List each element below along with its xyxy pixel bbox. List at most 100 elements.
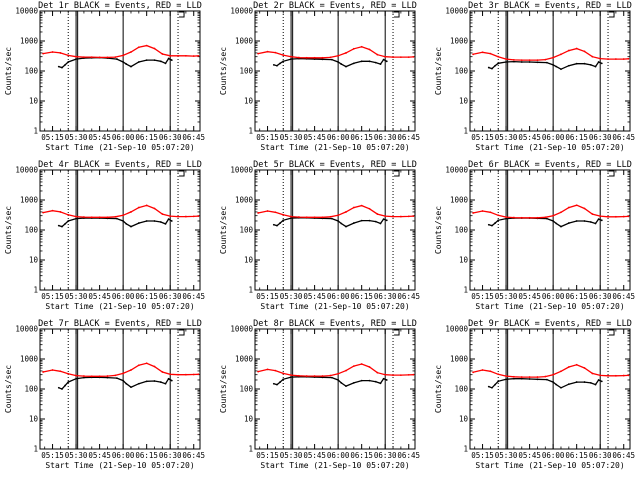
events-point	[560, 225, 562, 228]
events-point	[170, 220, 173, 222]
x-tick-label: 06:30	[159, 133, 182, 142]
y-tick-label: 10	[459, 97, 469, 106]
lld-point	[627, 57, 630, 60]
lld-point	[392, 56, 394, 59]
lld-point	[472, 53, 475, 56]
y-axis-label: Counts/sec	[219, 47, 228, 95]
events-point	[167, 57, 170, 60]
lld-point	[412, 56, 415, 58]
events-point	[555, 383, 558, 386]
events-point	[330, 217, 333, 220]
flag-marker	[609, 170, 615, 177]
lld-point	[153, 47, 156, 50]
events-point	[583, 381, 586, 383]
panel-9: Det 9r BLACK = Events, RED = LLD Counts/s…	[434, 319, 635, 470]
events-point	[330, 376, 333, 379]
lld-point	[599, 57, 602, 60]
events-point	[75, 58, 77, 60]
lld-point	[607, 215, 609, 218]
lld-point	[137, 364, 140, 367]
events-point	[487, 223, 490, 226]
events-point	[279, 381, 281, 383]
lld-point	[106, 216, 109, 219]
events-point	[337, 61, 340, 63]
panel-6: Det 6r BLACK = Events, RED = LLD Counts/s…	[434, 160, 635, 311]
lld-point	[352, 365, 355, 367]
events-point	[57, 386, 60, 389]
events-point	[57, 65, 60, 68]
y-tick-label: 10000	[445, 166, 468, 175]
y-tick-label: 1	[248, 127, 253, 136]
x-tick-label: 06:15	[565, 451, 588, 460]
events-point	[379, 222, 382, 225]
events-point	[379, 382, 382, 385]
lld-point	[137, 46, 140, 49]
events-point	[137, 61, 140, 63]
events-point	[497, 62, 500, 65]
y-tick-label: 10000	[230, 325, 253, 334]
events-point	[337, 379, 340, 381]
events-point	[276, 224, 278, 227]
events-series-line	[273, 376, 388, 387]
lld-point	[337, 54, 340, 57]
lld-point	[399, 215, 402, 218]
events-point	[494, 64, 496, 67]
events-series-line	[58, 56, 173, 69]
x-tick-label: 06:15	[350, 451, 373, 460]
chart-title: Det 7r BLACK = Events, RED = LLD	[38, 319, 202, 329]
events-point	[520, 61, 523, 63]
lld-point	[497, 373, 500, 376]
lld-point	[384, 215, 387, 218]
chart-title: Det 4r BLACK = Events, RED = LLD	[38, 160, 202, 170]
lld-point	[313, 56, 316, 59]
lld-point	[368, 48, 371, 51]
x-tick-label: 05:30	[495, 133, 518, 142]
y-tick-label: 10000	[230, 7, 253, 16]
lld-point	[627, 374, 630, 377]
x-tick-label: 05:45	[518, 451, 541, 460]
events-point	[67, 381, 70, 383]
chart-title: Det 6r BLACK = Events, RED = LLD	[468, 160, 632, 170]
y-tick-label: 100	[24, 226, 38, 235]
x-tick-label: 06:45	[182, 292, 205, 301]
events-point	[330, 58, 333, 61]
y-tick-label: 1000	[20, 355, 39, 364]
lld-series-line	[257, 204, 414, 218]
lld-point	[122, 214, 125, 217]
lld-point	[399, 56, 402, 59]
plot-frame	[254, 328, 416, 450]
lld-point	[505, 375, 507, 377]
y-tick-label: 1000	[450, 37, 469, 46]
x-axis-label: Start Time (21-Sep-10 05:07:20)	[475, 143, 624, 152]
x-tick-label: 05:30	[65, 133, 88, 142]
x-tick-label: 06:00	[327, 133, 350, 142]
chart-title: Det 2r BLACK = Events, RED = LLD	[253, 1, 417, 11]
plot-frame	[469, 10, 631, 132]
lld-point	[83, 375, 85, 377]
events-point	[600, 219, 603, 222]
y-tick-label: 1000	[450, 196, 469, 205]
events-point	[360, 60, 363, 63]
events-point	[567, 64, 570, 67]
events-point	[583, 220, 586, 222]
events-point	[170, 379, 173, 382]
lld-point	[489, 52, 492, 55]
x-tick-label: 05:15	[256, 133, 279, 142]
lld-point	[352, 47, 355, 50]
flag-marker	[394, 329, 400, 336]
events-point	[279, 222, 281, 224]
x-tick-label: 05:30	[495, 451, 518, 460]
x-tick-label: 06:15	[350, 292, 373, 301]
x-tick-label: 05:15	[471, 133, 494, 142]
x-axis-label: Start Time (21-Sep-10 05:07:20)	[260, 143, 409, 152]
lld-point	[298, 216, 300, 218]
events-point	[505, 378, 507, 381]
events-point	[487, 66, 490, 69]
events-point	[379, 63, 382, 65]
lld-point	[257, 52, 260, 55]
lld-point	[75, 374, 77, 377]
x-tick-label: 05:30	[65, 292, 88, 301]
events-point	[491, 67, 493, 70]
lld-point	[321, 216, 324, 219]
flag-marker	[394, 11, 400, 18]
